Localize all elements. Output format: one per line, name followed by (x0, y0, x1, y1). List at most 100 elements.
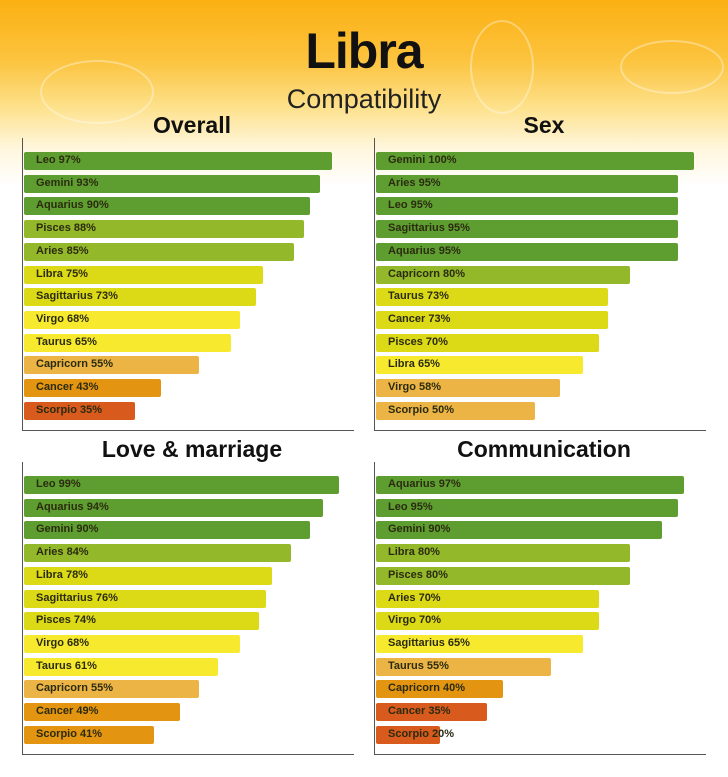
bar-label: Sagittarius 95% (388, 222, 470, 235)
y-axis (374, 138, 375, 430)
chart-sex: Sex Gemini 100% Aries 95% Leo 95% Sagittariu… (374, 110, 714, 431)
bar-cancer: Cancer 35% (376, 703, 488, 721)
bar-label: Leo 97% (36, 154, 81, 166)
bar-leo: Leo 95% (376, 498, 679, 517)
bar-taurus: Taurus 73% (376, 288, 609, 307)
x-axis (374, 430, 706, 431)
bar-libra: Libra 75% (24, 265, 263, 284)
bar-taurus: Taurus 65% (24, 333, 231, 352)
bar-label: Virgo 68% (36, 636, 89, 649)
bar-label: Sagittarius 73% (36, 290, 118, 303)
bar-label: Sagittarius 76% (36, 591, 118, 604)
chart-overall: Overall Leo 97% Gemini 93% Aquarius 90% Pisc… (22, 110, 362, 431)
x-axis (374, 754, 706, 755)
bar-label: Libra 80% (388, 546, 440, 559)
bar-pisces: Pisces 80% (376, 566, 631, 585)
chart-title: Overall (153, 112, 231, 138)
bar-label: Capricorn 55% (36, 682, 114, 695)
y-axis (22, 462, 23, 754)
bar-label: Pisces 74% (36, 614, 96, 627)
bar-pisces: Pisces 74% (24, 612, 260, 631)
bar-gemini: Gemini 90% (376, 521, 663, 540)
bar-label: Pisces 80% (388, 568, 448, 581)
bar-label: Virgo 70% (388, 614, 441, 627)
bar-label: Aries 85% (36, 244, 89, 257)
bar-label: Taurus 61% (36, 659, 97, 672)
bar-label: Taurus 55% (388, 659, 449, 672)
bar-virgo: Virgo 58% (376, 379, 561, 397)
bar-scorpio: Scorpio 20% (376, 725, 454, 744)
bar-sagittarius: Sagittarius 73% (24, 288, 257, 307)
bar-label: Virgo 68% (36, 312, 89, 325)
bar-aries: Aries 70% (376, 589, 599, 608)
bar-label: Gemini 90% (388, 523, 451, 536)
bar-scorpio: Scorpio 35% (24, 401, 136, 420)
chart-communication: Communication Aquarius 97% Leo 95% Gemini 9… (374, 434, 714, 755)
bar-label: Capricorn 55% (36, 358, 114, 371)
bar-leo: Leo 95% (376, 197, 679, 216)
bar-aquarius: Aquarius 94% (24, 498, 323, 517)
bar-leo: Leo 97% (24, 152, 333, 170)
bar-taurus: Taurus 55% (376, 657, 551, 676)
bar-aquarius: Aquarius 97% (376, 476, 685, 494)
bar-label: Aquarius 90% (36, 199, 109, 212)
bar-gemini: Gemini 93% (24, 174, 320, 193)
y-axis (374, 462, 375, 754)
bar-label: Cancer 73% (388, 312, 451, 325)
bar-label: Leo 95% (388, 199, 433, 212)
bar-aries: Aries 85% (24, 242, 295, 261)
bar-pisces: Pisces 70% (376, 333, 599, 352)
bar-label: Taurus 65% (36, 335, 97, 348)
bar-taurus: Taurus 61% (24, 657, 218, 676)
bar-label: Gemini 90% (36, 523, 99, 536)
bar-label: Taurus 73% (388, 290, 449, 303)
bar-label: Scorpio 50% (388, 403, 455, 416)
chart-title: Communication (457, 436, 631, 462)
bar-gemini: Gemini 90% (24, 521, 311, 540)
x-axis (22, 430, 354, 431)
y-axis (22, 138, 23, 430)
bar-sagittarius: Sagittarius 95% (376, 220, 679, 239)
page-subtitle: Compatibility (286, 84, 442, 114)
bar-sagittarius: Sagittarius 65% (376, 634, 583, 653)
bar-cancer: Cancer 43% (24, 379, 161, 397)
bar-capricorn: Capricorn 40% (376, 680, 504, 699)
x-axis (22, 754, 354, 755)
bar-label: Virgo 58% (388, 381, 441, 393)
bar-sagittarius: Sagittarius 76% (24, 589, 266, 608)
bar-cancer: Cancer 49% (24, 703, 180, 721)
bar-label: Leo 95% (388, 500, 433, 513)
bar-label: Gemini 100% (388, 154, 457, 166)
bar-label: Cancer 43% (36, 381, 99, 393)
bar-label: Scorpio 41% (36, 727, 103, 740)
bar-label: Libra 75% (36, 267, 88, 280)
bar-label: Aries 70% (388, 591, 441, 604)
bar-label: Pisces 88% (36, 222, 96, 235)
bar-capricorn: Capricorn 55% (24, 680, 199, 699)
bar-virgo: Virgo 68% (24, 634, 241, 653)
bar-libra: Libra 65% (376, 356, 583, 375)
bar-aries: Aries 95% (376, 174, 679, 193)
bar-aries: Aries 84% (24, 544, 292, 563)
bar-label: Scorpio 20% (388, 727, 455, 740)
bar-label: Sagittarius 65% (388, 636, 470, 649)
bar-aquarius: Aquarius 90% (24, 197, 311, 216)
bar-scorpio: Scorpio 41% (24, 725, 155, 744)
page-title: Libra (305, 23, 423, 79)
bar-label: Cancer 49% (36, 705, 99, 717)
bar-label: Aries 95% (388, 176, 441, 189)
bar-label: Capricorn 40% (388, 682, 466, 695)
bar-label: Pisces 70% (388, 335, 448, 348)
chart-title: Sex (523, 112, 565, 138)
bar-virgo: Virgo 70% (376, 612, 599, 631)
bar-capricorn: Capricorn 80% (376, 265, 631, 284)
bar-scorpio: Scorpio 50% (376, 401, 535, 420)
bar-pisces: Pisces 88% (24, 220, 304, 239)
bar-libra: Libra 80% (376, 544, 631, 563)
bar-virgo: Virgo 68% (24, 310, 241, 329)
bar-cancer: Cancer 73% (376, 310, 609, 329)
bar-gemini: Gemini 100% (376, 152, 694, 170)
bar-label: Capricorn 80% (388, 267, 466, 280)
bar-label: Leo 99% (36, 478, 81, 490)
bar-leo: Leo 99% (24, 476, 339, 494)
